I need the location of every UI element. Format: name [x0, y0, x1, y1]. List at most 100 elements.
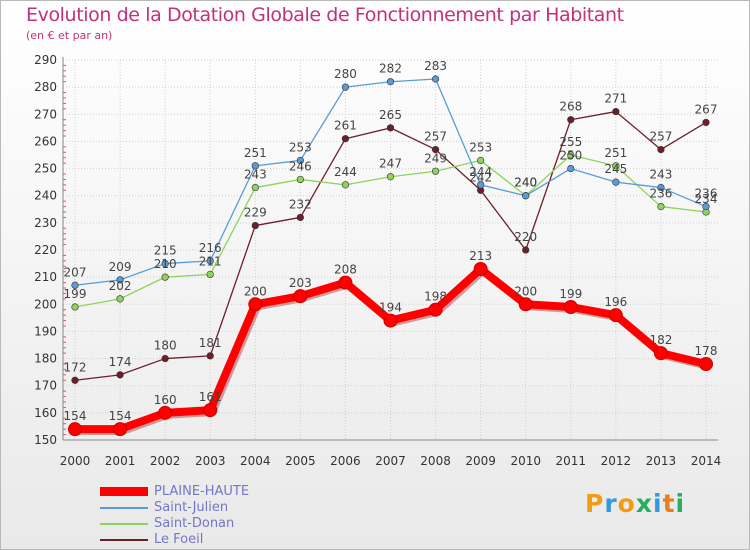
- y-tick-label: 270: [34, 107, 57, 121]
- data-label-plaine-haute: 208: [334, 263, 357, 277]
- data-point-le-foeil: [296, 213, 304, 222]
- x-tick-label: 2003: [195, 454, 226, 468]
- x-tick-label: 2000: [60, 454, 91, 468]
- data-label-saint-donan: 199: [64, 287, 87, 301]
- legend-label-saint-julien: Saint-Julien: [154, 500, 229, 515]
- data-label-plaine-haute: 196: [604, 295, 627, 309]
- data-label-saint-donan: 234: [695, 192, 718, 206]
- data-label-saint-julien: 209: [109, 260, 132, 274]
- data-point-saint-julien: [522, 192, 530, 200]
- x-tick-label: 2008: [420, 454, 451, 468]
- legend-swatch-plaine-haute: [100, 487, 148, 496]
- y-tick-label: 170: [34, 379, 57, 393]
- data-point-le-foeil: [431, 145, 440, 154]
- data-point-saint-julien: [477, 181, 485, 189]
- data-point-saint-julien: [116, 276, 124, 284]
- y-tick-label: 250: [34, 162, 57, 176]
- y-tick-label: 220: [34, 243, 57, 257]
- data-label-saint-donan: 244: [334, 165, 357, 179]
- data-point-plaine-haute: [518, 297, 533, 312]
- y-tick-label: 280: [34, 80, 57, 94]
- x-tick-label: 2006: [330, 454, 361, 468]
- y-tick-label: 260: [34, 134, 57, 148]
- legend-label-plaine-haute: PLAINE-HAUTE: [154, 484, 250, 499]
- data-label-le-foeil: 220: [514, 230, 537, 244]
- data-label-le-foeil: 174: [109, 355, 132, 369]
- data-point-saint-julien: [161, 259, 169, 268]
- data-point-saint-donan: [206, 270, 214, 279]
- y-tick-label: 150: [34, 433, 57, 447]
- data-label-plaine-haute: 160: [154, 393, 177, 407]
- data-label-saint-julien: 245: [604, 162, 627, 176]
- data-label-plaine-haute: 200: [244, 284, 267, 298]
- data-point-plaine-haute: [699, 357, 713, 371]
- x-tick-label: 2012: [601, 454, 632, 468]
- data-labels: 172 174 180 181 229 232 261 265 257 242 220 268 271 2…: [64, 59, 718, 423]
- data-point-le-foeil: [702, 118, 710, 127]
- data-label-plaine-haute: 203: [289, 276, 312, 290]
- data-point-le-foeil: [657, 145, 665, 154]
- data-point-plaine-haute: [338, 275, 353, 290]
- legend-item-saint-donan: Saint-Donan: [100, 516, 360, 532]
- data-point-plaine-haute: [68, 422, 82, 437]
- legend-item-saint-julien: Saint-Julien: [100, 500, 360, 516]
- data-point-saint-donan: [71, 303, 79, 311]
- data-point-plaine-haute: [293, 289, 308, 304]
- data-point-le-foeil: [161, 354, 169, 363]
- legend-item-plaine-haute: PLAINE-HAUTE: [100, 484, 360, 500]
- data-label-saint-julien: 251: [244, 146, 267, 160]
- data-point-le-foeil: [522, 246, 530, 254]
- data-point-saint-julien: [702, 202, 710, 211]
- y-tick-label: 200: [34, 297, 57, 311]
- data-point-saint-julien: [386, 78, 395, 86]
- data-label-saint-julien: 216: [199, 241, 222, 255]
- x-tick-label: 2004: [240, 454, 271, 468]
- data-label-plaine-haute: 213: [469, 249, 492, 263]
- data-label-plaine-haute: 198: [424, 290, 447, 304]
- data-point-plaine-haute: [563, 300, 578, 314]
- data-point-saint-donan: [386, 173, 395, 181]
- data-point-saint-donan: [612, 162, 620, 170]
- data-point-plaine-haute: [473, 262, 488, 276]
- data-label-saint-donan: 246: [289, 159, 312, 173]
- data-label-saint-donan: 249: [424, 151, 447, 165]
- data-label-saint-julien: 236: [695, 187, 718, 201]
- data-point-plaine-haute: [608, 308, 623, 323]
- data-label-plaine-haute: 199: [559, 287, 582, 301]
- axes: 150 160 170 180 190 200 210 220 230 240 250 260 270 2…: [34, 53, 721, 468]
- x-tick-label: 2001: [105, 454, 136, 468]
- data-label-le-foeil: 257: [424, 130, 447, 144]
- data-point-le-foeil: [612, 107, 620, 116]
- x-tick-label: 2011: [556, 454, 587, 468]
- data-label-plaine-haute: 178: [695, 344, 718, 358]
- data-label-le-foeil: 242: [469, 170, 492, 184]
- chart-subtitle: (en € et par an): [26, 29, 113, 42]
- data-point-saint-julien: [567, 164, 575, 173]
- data-point-saint-donan: [161, 273, 169, 281]
- data-point-plaine-haute: [203, 403, 218, 418]
- data-point-plaine-haute: [428, 302, 443, 317]
- data-point-saint-donan: [341, 181, 350, 189]
- x-tick-label: 2009: [465, 454, 496, 468]
- y-tick-label: 230: [34, 216, 57, 230]
- x-tick-label: 2014: [691, 454, 722, 468]
- data-label-le-foeil: 267: [695, 102, 718, 116]
- data-point-le-foeil: [386, 124, 395, 132]
- data-point-le-foeil: [206, 352, 214, 360]
- data-label-plaine-haute: 161: [199, 390, 222, 404]
- data-label-saint-julien: 244: [469, 165, 492, 179]
- data-label-saint-donan: 240: [514, 176, 537, 190]
- data-label-saint-julien: 253: [289, 140, 312, 154]
- data-label-le-foeil: 172: [64, 360, 87, 374]
- y-tick-label: 190: [34, 324, 57, 338]
- data-label-plaine-haute: 154: [109, 409, 132, 423]
- data-point-saint-julien: [71, 281, 79, 289]
- data-point-saint-julien: [657, 183, 665, 192]
- chart-title: Evolution de la Dotation Globale de Fonc…: [26, 4, 624, 26]
- data-point-saint-donan: [296, 175, 304, 184]
- data-label-saint-donan: 243: [244, 168, 267, 182]
- data-point-saint-donan: [116, 295, 124, 303]
- data-point-saint-julien: [431, 75, 440, 83]
- data-point-le-foeil: [567, 116, 575, 124]
